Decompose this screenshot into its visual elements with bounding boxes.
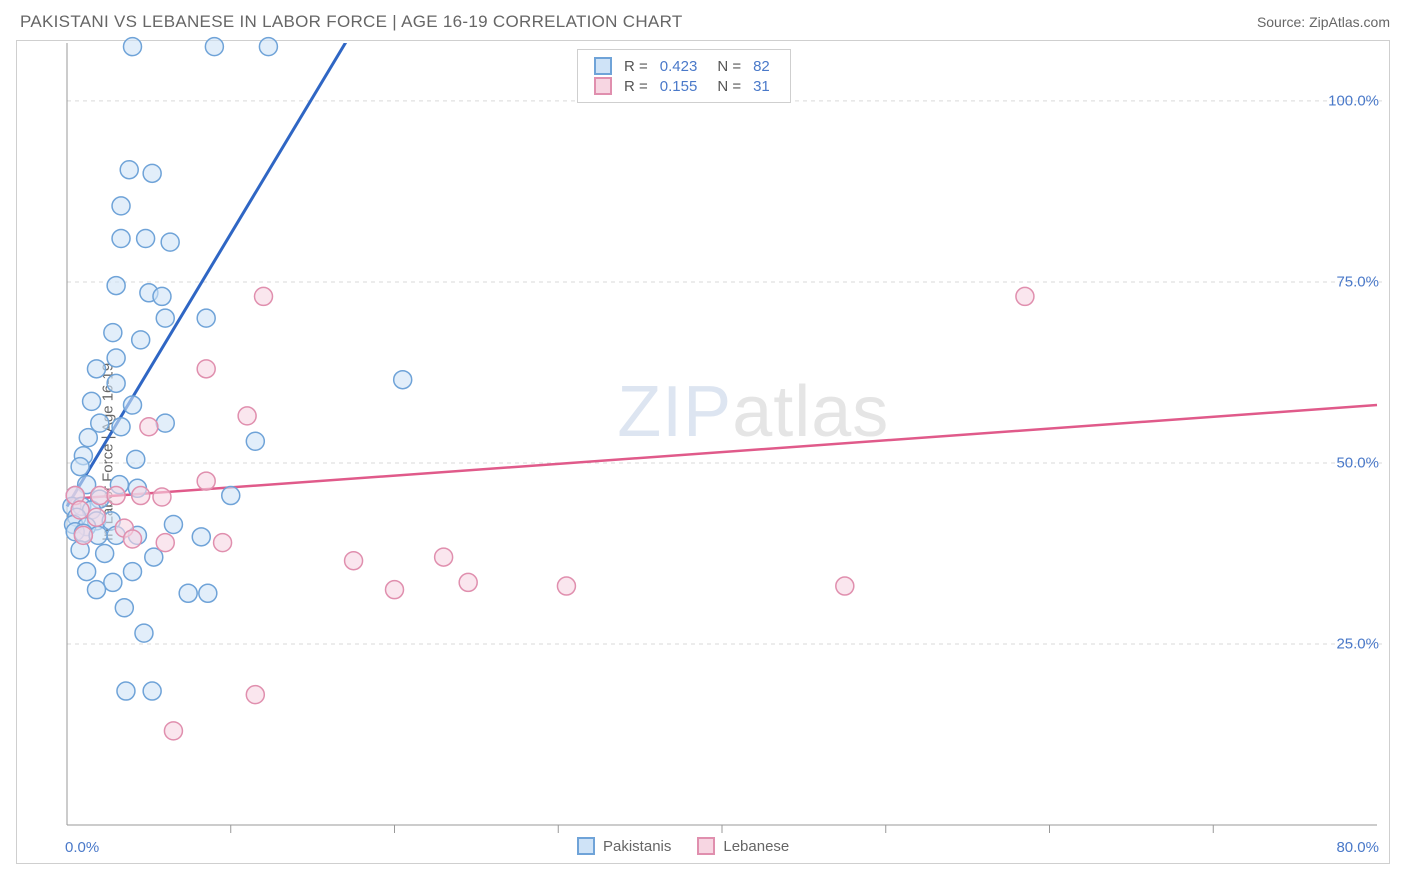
n-label: N = (703, 76, 747, 96)
x-axis-max-label: 80.0% (1336, 839, 1379, 856)
n-label: N = (703, 56, 747, 76)
scatter-plot (17, 41, 1391, 865)
r-label: R = (618, 76, 654, 96)
y-tick-label: 25.0% (1336, 635, 1379, 652)
lebanese-legend-label: Lebanese (723, 838, 789, 855)
r-label: R = (618, 56, 654, 76)
y-tick-label: 50.0% (1336, 454, 1379, 471)
pakistanis-legend-label: Pakistanis (603, 838, 671, 855)
pakistanis-swatch-icon (577, 837, 595, 855)
chart-frame: In Labor Force | Age 16-19 25.0%50.0%75.… (16, 40, 1390, 864)
correlation-legend: R = 0.423 N = 82 R = 0.155 N = 31 (577, 49, 791, 103)
pakistanis-r-value: 0.423 (654, 56, 704, 76)
lebanese-n-value: 31 (747, 76, 776, 96)
source-attribution: Source: ZipAtlas.com (1257, 14, 1390, 30)
y-tick-label: 100.0% (1328, 92, 1379, 109)
pakistanis-n-value: 82 (747, 56, 776, 76)
series-legend: Pakistanis Lebanese (577, 837, 789, 855)
lebanese-swatch-icon (697, 837, 715, 855)
chart-title: PAKISTANI VS LEBANESE IN LABOR FORCE | A… (20, 12, 683, 32)
lebanese-r-value: 0.155 (654, 76, 704, 96)
lebanese-swatch-icon (594, 77, 612, 95)
x-axis-min-label: 0.0% (65, 839, 99, 856)
y-tick-label: 75.0% (1336, 273, 1379, 290)
pakistanis-swatch-icon (594, 57, 612, 75)
